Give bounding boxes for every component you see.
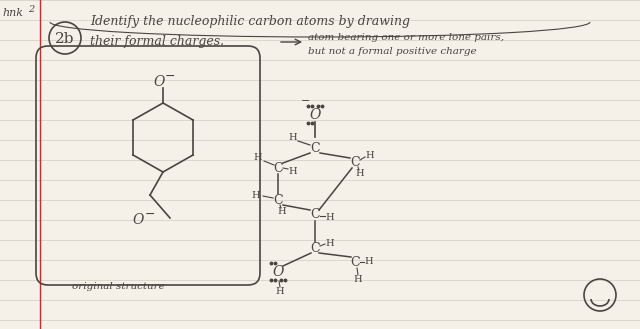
Text: −: −: [145, 208, 156, 220]
Text: O: O: [272, 265, 284, 279]
Text: C: C: [273, 162, 283, 174]
Text: O: O: [132, 213, 144, 227]
Text: H: H: [354, 275, 362, 285]
Text: H: H: [289, 134, 298, 142]
Text: C: C: [310, 209, 320, 221]
Text: 2: 2: [28, 5, 35, 14]
Text: O: O: [309, 108, 321, 122]
Text: H: H: [365, 150, 374, 160]
Text: H: H: [326, 239, 334, 247]
Text: original structure: original structure: [72, 282, 164, 291]
Text: H: H: [289, 166, 298, 175]
Text: C: C: [310, 141, 320, 155]
Text: 2b: 2b: [55, 32, 75, 46]
Text: C: C: [310, 241, 320, 255]
Text: but not a formal positive charge: but not a formal positive charge: [308, 47, 477, 57]
Text: H: H: [365, 258, 373, 266]
Text: −: −: [164, 69, 175, 83]
Text: C: C: [350, 256, 360, 268]
Text: H: H: [326, 213, 334, 221]
Text: H: H: [252, 190, 260, 199]
Text: hnk: hnk: [2, 8, 23, 18]
Text: H: H: [253, 154, 262, 163]
Text: atom bearing one or more lone pairs,: atom bearing one or more lone pairs,: [308, 34, 504, 42]
Text: −: −: [301, 96, 310, 106]
Text: Identify the nucleophilic carbon atoms by drawing: Identify the nucleophilic carbon atoms b…: [90, 15, 410, 29]
Text: their formal charges.: their formal charges.: [90, 36, 224, 48]
Text: C: C: [273, 193, 283, 207]
Text: H: H: [276, 288, 284, 296]
Text: C: C: [350, 156, 360, 168]
Text: H: H: [356, 169, 364, 179]
Text: H: H: [278, 208, 286, 216]
Text: O: O: [154, 75, 164, 89]
